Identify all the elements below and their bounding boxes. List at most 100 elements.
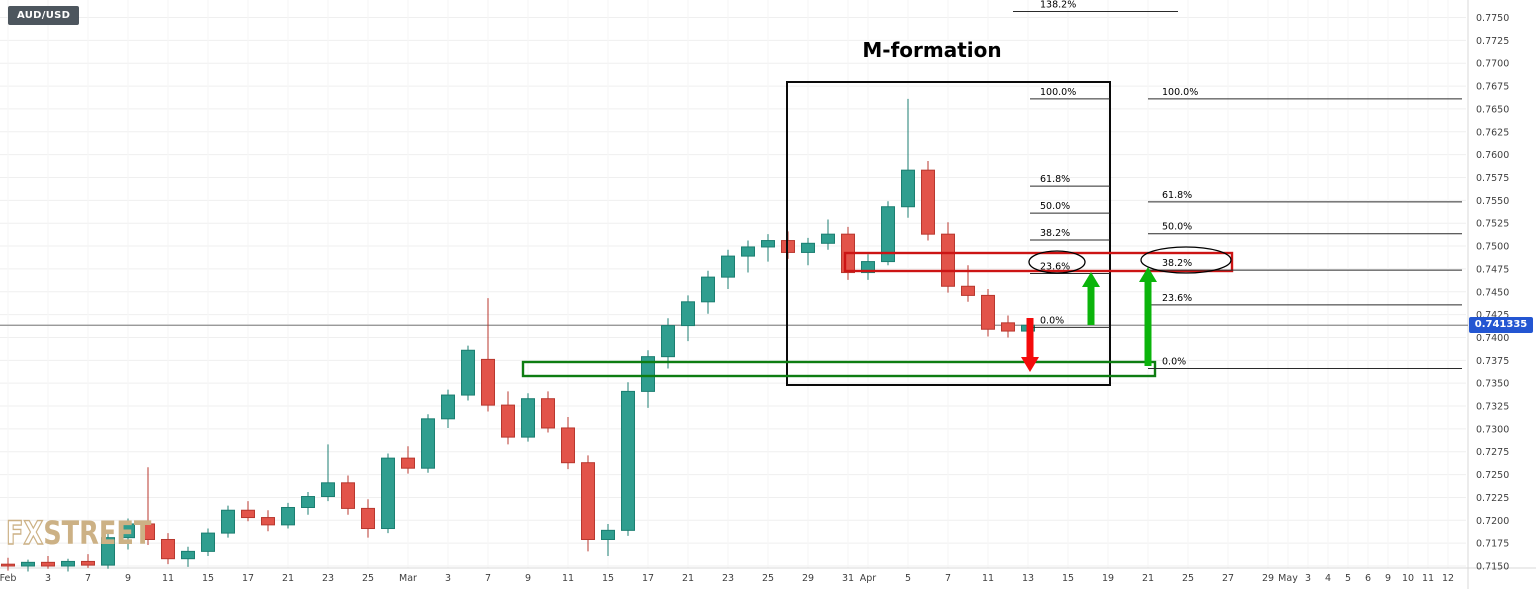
price-axis-label: 0.7150 xyxy=(1476,562,1509,573)
price-axis-label: 0.7350 xyxy=(1476,379,1509,390)
candle xyxy=(721,249,735,290)
red-down-arrow xyxy=(1021,318,1039,372)
left-236-highlight-ellipse xyxy=(1028,250,1086,274)
green-up-arrow-1 xyxy=(1082,272,1100,325)
date-axis-label: 19 xyxy=(1102,573,1114,584)
candle xyxy=(341,475,355,515)
price-axis-label: 0.7725 xyxy=(1476,36,1509,47)
price-axis-label: 0.7200 xyxy=(1476,516,1509,527)
price-axis-label: 0.7750 xyxy=(1476,13,1509,24)
date-axis-label: 3 xyxy=(445,573,451,584)
date-axis-label: 15 xyxy=(602,573,614,584)
resistance-box xyxy=(843,251,1234,273)
candle xyxy=(501,391,515,445)
date-axis-label: 29 xyxy=(802,573,814,584)
date-axis-label: 11 xyxy=(1422,573,1434,584)
date-axis-label: 7 xyxy=(85,573,91,584)
candle xyxy=(421,414,435,473)
fib-level-label: 38.2% xyxy=(1162,258,1192,269)
fib-level-label: 61.8% xyxy=(1040,174,1070,185)
fib-level-label: 61.8% xyxy=(1162,190,1192,201)
candle xyxy=(321,444,335,502)
price-axis-label: 0.7300 xyxy=(1476,424,1509,435)
fib-level-label: 0.0% xyxy=(1162,357,1186,368)
date-axis-label: 25 xyxy=(362,573,374,584)
price-axis-label: 0.7550 xyxy=(1476,196,1509,207)
date-axis-label: 9 xyxy=(1385,573,1391,584)
date-axis-label: 31 xyxy=(842,573,854,584)
fib-retracement-right: 100.0% 61.8% 50.0% 38.2% 23.6% 0.0% xyxy=(1148,87,1462,370)
candle xyxy=(261,510,275,532)
candle xyxy=(181,546,195,567)
fib-level-label: 100.0% xyxy=(1162,87,1198,98)
price-axis-label: 0.7575 xyxy=(1476,173,1509,184)
candle xyxy=(601,523,615,556)
m-formation-box xyxy=(786,81,1111,386)
candle xyxy=(521,393,535,442)
fib-level-label: 50.0% xyxy=(1162,222,1192,233)
price-axis: 0.7750 0.7725 0.7700 0.7675 0.7650 0.7625 0.76… xyxy=(1476,13,1509,573)
fib-level-label: 23.6% xyxy=(1162,293,1192,304)
candle xyxy=(301,491,315,515)
candle xyxy=(1,557,15,571)
date-axis-label: 11 xyxy=(562,573,574,584)
price-axis-label: 0.7400 xyxy=(1476,333,1509,344)
fxstreet-watermark: FXSTREET xyxy=(5,513,152,552)
candle xyxy=(561,416,575,470)
date-axis-label: 9 xyxy=(525,573,531,584)
candle xyxy=(701,270,715,314)
candle xyxy=(81,554,95,568)
candle xyxy=(161,533,175,565)
candle xyxy=(441,389,455,428)
candle xyxy=(541,391,555,433)
candle xyxy=(581,455,595,552)
candle xyxy=(921,161,935,241)
symbol-badge: AUD/USD xyxy=(8,6,80,25)
candle xyxy=(1001,315,1015,338)
support-box xyxy=(521,360,1157,378)
candle xyxy=(861,254,875,280)
date-axis-label: 10 xyxy=(1402,573,1414,584)
candle xyxy=(141,467,155,545)
price-axis-label: 0.7250 xyxy=(1476,470,1509,481)
candle xyxy=(21,559,35,572)
date-axis: Feb 3 7 9 11 15 17 21 23 25 Mar 3 7 9 11 15 17 21 23 25 29 31… xyxy=(0,573,1454,584)
date-axis-label: 9 xyxy=(125,573,131,584)
price-axis-label: 0.7425 xyxy=(1476,310,1509,321)
fib-level-label: 50.0% xyxy=(1040,201,1070,212)
candle xyxy=(361,499,375,538)
date-axis-label: 11 xyxy=(982,573,994,584)
date-axis-label: 15 xyxy=(202,573,214,584)
price-axis-label: 0.7650 xyxy=(1476,104,1509,115)
date-axis-label: Mar xyxy=(399,573,417,584)
date-axis-label: 17 xyxy=(642,573,654,584)
price-axis-label: 0.7450 xyxy=(1476,287,1509,298)
date-axis-label: 21 xyxy=(1142,573,1154,584)
date-axis-label: 25 xyxy=(1182,573,1194,584)
candle xyxy=(761,234,775,262)
price-axis-label: 0.7625 xyxy=(1476,127,1509,138)
date-axis-label: 6 xyxy=(1365,573,1371,584)
price-axis-label: 0.7225 xyxy=(1476,493,1509,504)
date-axis-label: 4 xyxy=(1325,573,1331,584)
price-axis-label: 0.7475 xyxy=(1476,264,1509,275)
gridlines xyxy=(0,17,1466,567)
candle xyxy=(981,289,995,337)
price-axis-label: 0.7375 xyxy=(1476,356,1509,367)
date-axis-label: May xyxy=(1278,573,1298,584)
date-axis-label: 21 xyxy=(682,573,694,584)
candle xyxy=(461,345,475,401)
fib-level-label: 100.0% xyxy=(1040,87,1076,98)
candle xyxy=(741,240,755,273)
price-axis-label: 0.7325 xyxy=(1476,402,1509,413)
price-axis-label: 0.7275 xyxy=(1476,447,1509,458)
price-axis-label: 0.7175 xyxy=(1476,539,1509,550)
date-axis-label: 21 xyxy=(282,573,294,584)
candle xyxy=(661,318,675,369)
price-axis-label: 0.7600 xyxy=(1476,150,1509,161)
watermark-street-text: STREET xyxy=(43,514,152,552)
candle xyxy=(281,502,295,529)
date-axis-label: 12 xyxy=(1442,573,1454,584)
